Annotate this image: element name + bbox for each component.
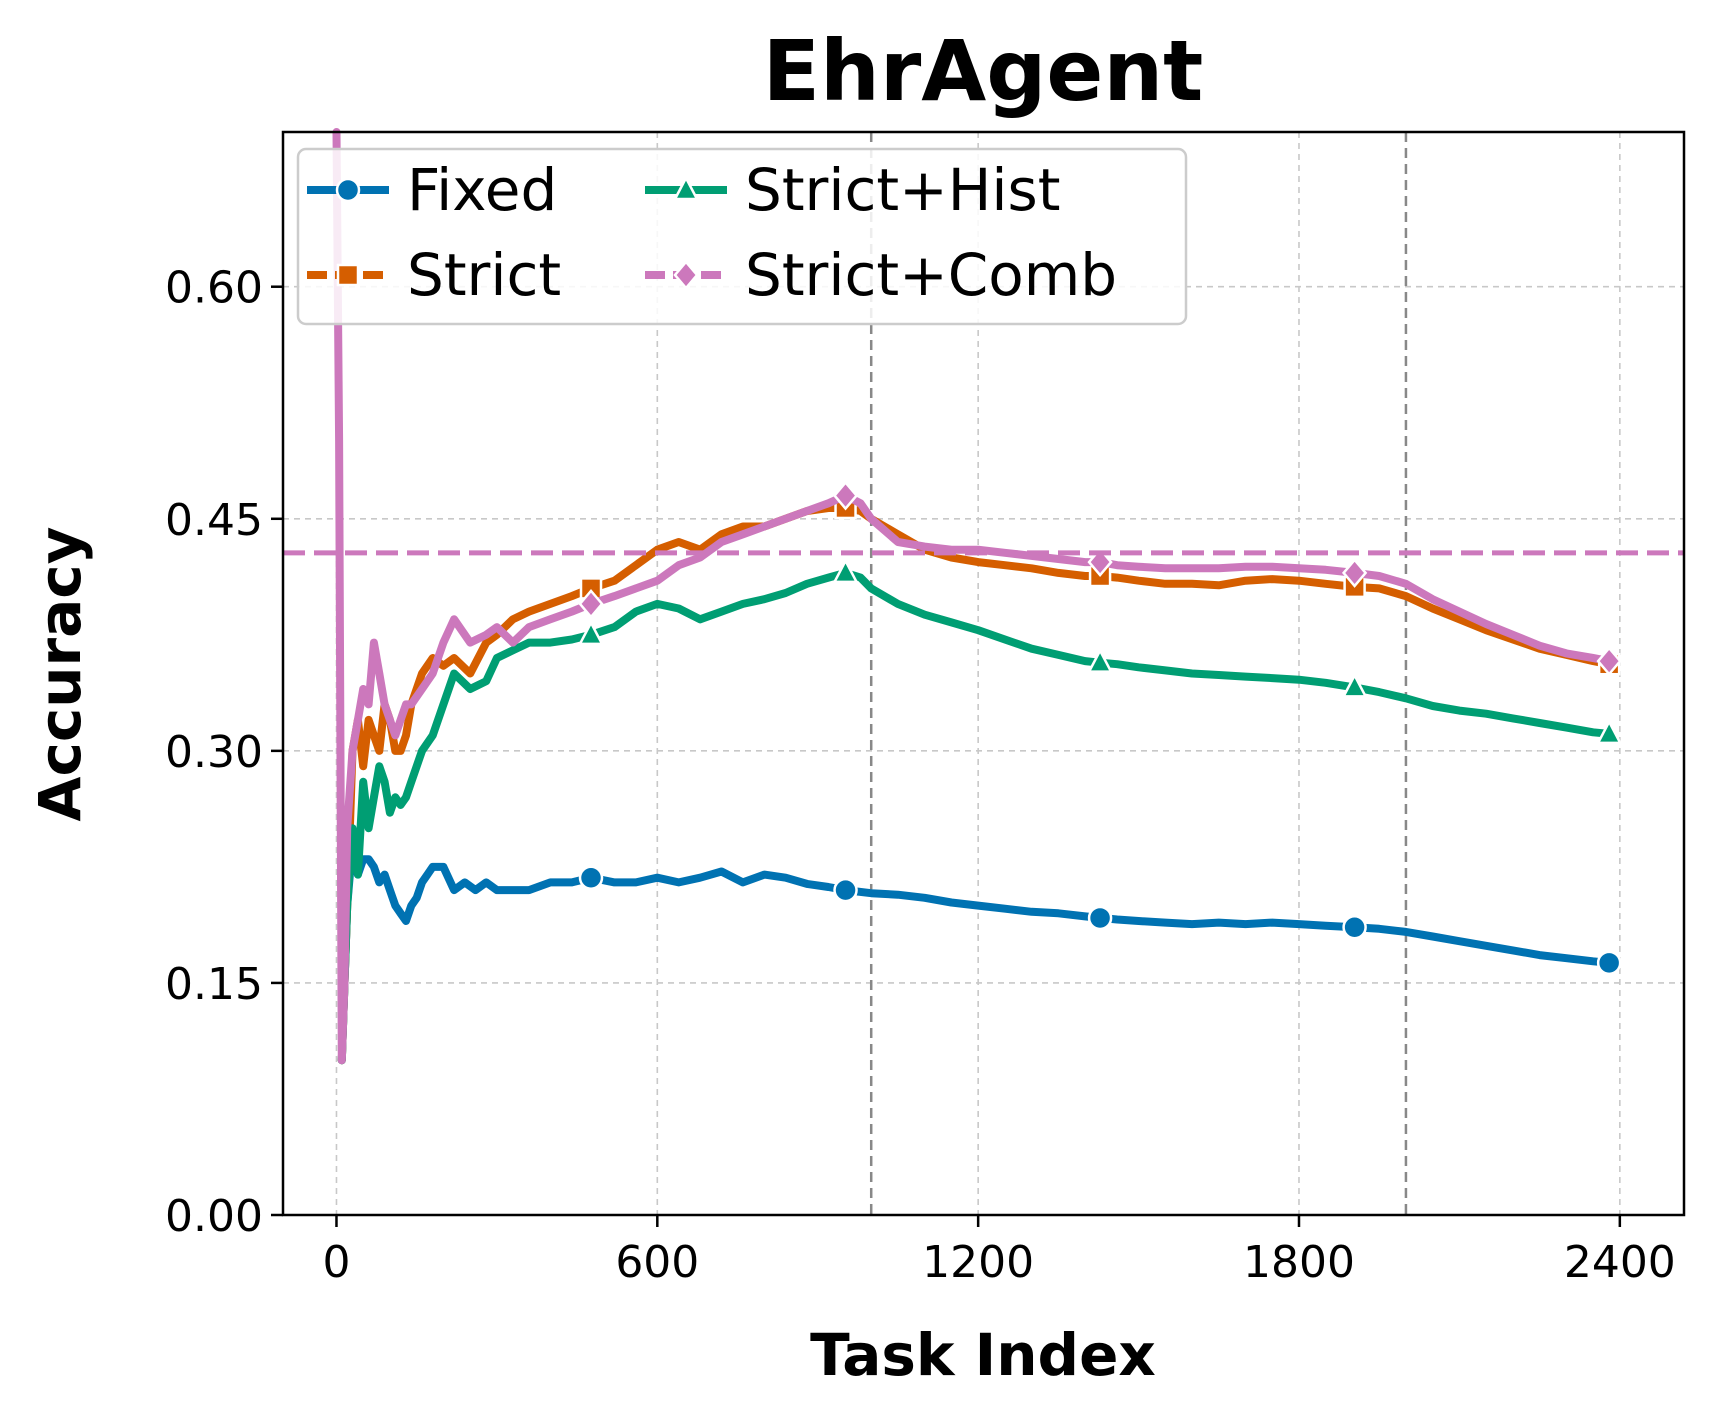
legend-label-strict-comb: Strict+Comb bbox=[745, 241, 1117, 309]
series-point-fixed-3 bbox=[1342, 914, 1367, 940]
series-point-strict-hist-1 bbox=[832, 558, 859, 584]
series-fixed bbox=[337, 839, 1622, 1065]
legend-marker-fixed bbox=[335, 177, 361, 203]
x-tick-label-4: 2400 bbox=[1564, 1237, 1676, 1288]
x-tick-label-3: 1800 bbox=[1243, 1237, 1355, 1288]
series-point-fixed-1 bbox=[833, 877, 858, 903]
x-axis-label: Task Index bbox=[810, 1321, 1156, 1389]
series-line-strict-comb bbox=[332, 128, 1614, 1065]
series-point-fixed-4 bbox=[1596, 950, 1622, 976]
series-point-fixed-0 bbox=[578, 865, 604, 890]
series-point-fixed-2 bbox=[1087, 905, 1113, 931]
y-tick-label-0: 0.00 bbox=[165, 1191, 263, 1242]
y-tick-label-1: 0.15 bbox=[165, 959, 263, 1010]
legend: Fixed Strict Strict+Hist Strict+Comb bbox=[296, 147, 1188, 326]
x-tick-label-0: 0 bbox=[322, 1237, 350, 1288]
x-tick-label-1: 600 bbox=[615, 1237, 699, 1288]
y-tick-label-2: 0.30 bbox=[165, 727, 263, 778]
series-strict-hist bbox=[337, 558, 1623, 1065]
series-strict-comb bbox=[332, 128, 1622, 1065]
legend-label-fixed: Fixed bbox=[407, 156, 557, 224]
series-point-strict-hist-3 bbox=[1341, 672, 1368, 698]
series-point-strict-comb-2 bbox=[1087, 547, 1113, 578]
legend-marker-strict bbox=[336, 263, 360, 287]
series-line-fixed bbox=[337, 839, 1614, 1065]
legend-marker-strict-comb bbox=[673, 260, 699, 290]
series-point-strict-hist-2 bbox=[1087, 647, 1114, 673]
series-point-strict-comb-1 bbox=[832, 480, 859, 511]
plot-frame bbox=[281, 130, 1686, 1217]
legend-box bbox=[296, 147, 1188, 326]
series-point-strict-hist-4 bbox=[1596, 719, 1623, 745]
y-tick-label-4: 0.60 bbox=[165, 263, 263, 314]
series-point-strict-comb-0 bbox=[578, 588, 604, 619]
axis-ticks: 0 600 1200 1800 2400 0.00 0.15 0.30 0.45 0.60 bbox=[165, 263, 1676, 1288]
series-line-strict-hist bbox=[337, 568, 1614, 1065]
legend-label-strict: Strict bbox=[407, 241, 561, 309]
chart-title: EhrAgent bbox=[763, 22, 1204, 120]
y-tick-label-3: 0.45 bbox=[165, 495, 263, 546]
y-axis-label: Accuracy bbox=[26, 527, 94, 822]
x-tick-label-2: 1200 bbox=[922, 1237, 1034, 1288]
series-lines bbox=[332, 128, 1623, 1065]
series-point-strict-comb-4 bbox=[1596, 646, 1622, 677]
series-point-strict-comb-3 bbox=[1341, 558, 1368, 588]
series-point-strict-hist-0 bbox=[577, 620, 605, 646]
legend-label-strict-hist: Strict+Hist bbox=[745, 156, 1060, 224]
legend-marker-strict-hist bbox=[672, 175, 700, 201]
